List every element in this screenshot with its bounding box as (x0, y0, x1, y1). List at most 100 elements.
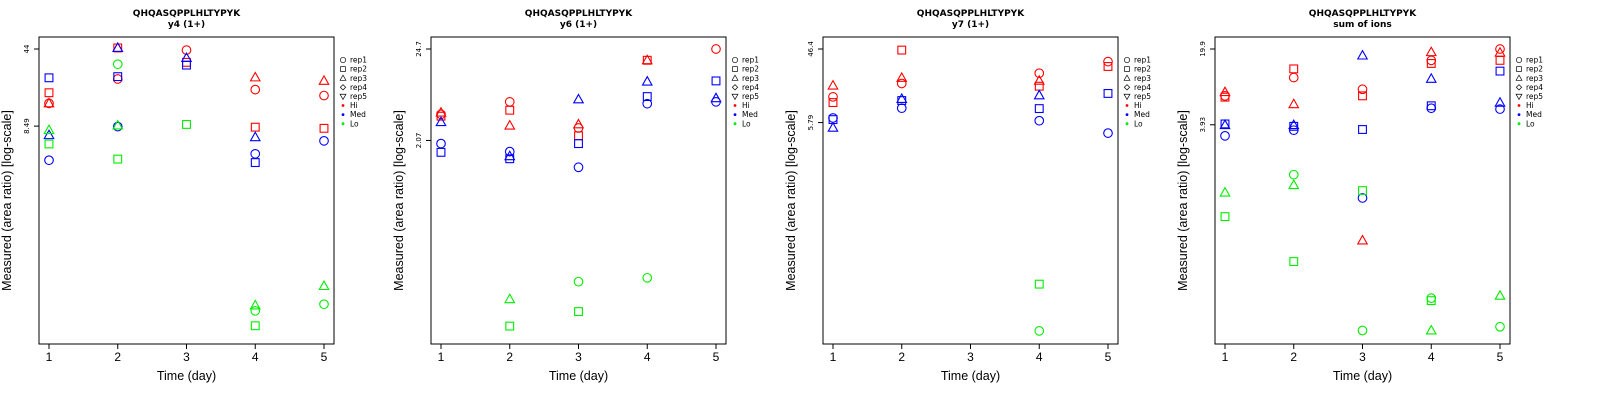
plot-frame (822, 36, 1119, 345)
data-point (711, 96, 721, 107)
data-point (1288, 125, 1299, 136)
legend-label: Hi (742, 101, 750, 110)
data-point (1495, 321, 1505, 332)
data-point (504, 119, 516, 130)
data-point (435, 116, 447, 127)
legend-label: Med (742, 110, 758, 119)
data-point (44, 88, 54, 98)
legend-label: Lo (350, 119, 359, 128)
data-point (1034, 279, 1044, 289)
x-tick-label: 1 (1222, 350, 1229, 364)
legend-marker (731, 84, 739, 91)
data-point (642, 272, 653, 283)
data-point (318, 74, 330, 85)
data-point (1289, 257, 1299, 267)
legend-marker (731, 93, 739, 101)
legend-marker (1515, 74, 1523, 81)
data-point (1103, 62, 1113, 71)
legend-color-dot (341, 122, 345, 126)
data-point (1425, 324, 1437, 335)
data-point (1495, 55, 1505, 65)
legend-label: Med (1526, 110, 1542, 119)
data-point (897, 45, 907, 55)
data-point (828, 91, 838, 102)
x-tick-label: 1 (46, 350, 53, 364)
data-point (1103, 128, 1113, 138)
legend-marker (339, 84, 347, 91)
data-point (1358, 91, 1367, 101)
data-point (1220, 212, 1230, 222)
legend-label: rep3 (1526, 74, 1543, 83)
legend-label: Lo (1134, 119, 1143, 128)
data-point (828, 113, 838, 123)
y-tick-label: 44 (23, 44, 31, 53)
data-point (44, 155, 54, 166)
data-point (1494, 96, 1506, 107)
data-point (182, 60, 191, 70)
chart-title: QHQASQPPLHLTYPYK (525, 9, 633, 19)
data-point (1358, 125, 1367, 134)
legend-label: rep5 (1134, 92, 1151, 101)
legend-label: rep2 (742, 65, 759, 74)
data-point (1288, 169, 1299, 180)
legend-marker (1515, 93, 1523, 101)
legend-marker (339, 74, 347, 81)
legend-marker (340, 66, 346, 72)
legend-color-dot (1517, 122, 1521, 126)
data-point (574, 307, 583, 317)
data-point (896, 78, 907, 89)
data-point (642, 92, 652, 102)
data-point (1034, 81, 1044, 91)
data-point (436, 147, 446, 157)
legend-label: rep1 (742, 56, 759, 65)
data-point (505, 105, 515, 115)
data-point (1495, 66, 1505, 76)
data-point (1103, 56, 1113, 67)
legend-label: rep5 (350, 92, 367, 101)
data-point (1220, 92, 1230, 102)
data-point (112, 41, 124, 52)
chart-subtitle: y7 (1+) (952, 20, 989, 30)
chart-subtitle: sum of ions (1333, 20, 1392, 30)
data-point (1357, 193, 1368, 203)
data-point (249, 71, 261, 82)
x-tick-label: 3 (183, 350, 190, 364)
x-tick-label: 4 (1428, 350, 1435, 364)
data-point (827, 121, 839, 132)
x-tick-label: 3 (575, 350, 582, 364)
data-point (182, 119, 191, 129)
data-point (1495, 44, 1505, 54)
legend-label: rep1 (1134, 56, 1151, 65)
data-point (1219, 86, 1231, 97)
x-tick-label: 2 (506, 350, 513, 364)
legend-label: Hi (1526, 101, 1534, 110)
y-tick-label: 46.4 (807, 41, 815, 57)
data-point (1220, 130, 1230, 141)
x-tick-label: 4 (644, 350, 651, 364)
x-axis-label: Time (day) (549, 369, 608, 383)
legend-label: Med (350, 110, 366, 119)
data-point (573, 276, 584, 287)
legend-marker (1516, 66, 1522, 72)
data-point (1033, 74, 1045, 85)
data-point (1034, 68, 1045, 79)
data-point (1426, 55, 1437, 66)
legend-label: rep5 (1526, 92, 1543, 101)
data-point (711, 76, 721, 86)
legend-marker (339, 56, 347, 64)
x-tick-label: 2 (114, 350, 121, 364)
data-point (319, 299, 329, 310)
legend-label: Hi (1134, 101, 1142, 110)
y-tick-label: 3.93 (1199, 117, 1207, 133)
data-point (1288, 119, 1300, 130)
legend-label: rep5 (742, 92, 759, 101)
legend-label: rep2 (1134, 65, 1151, 74)
legend-color-dot (1125, 122, 1129, 126)
legend-marker (1123, 93, 1131, 101)
data-point (436, 111, 446, 121)
chart-subtitle: y6 (1+) (560, 20, 597, 30)
data-point (504, 96, 515, 107)
legend-label: rep4 (742, 83, 759, 92)
data-point (1426, 59, 1436, 68)
